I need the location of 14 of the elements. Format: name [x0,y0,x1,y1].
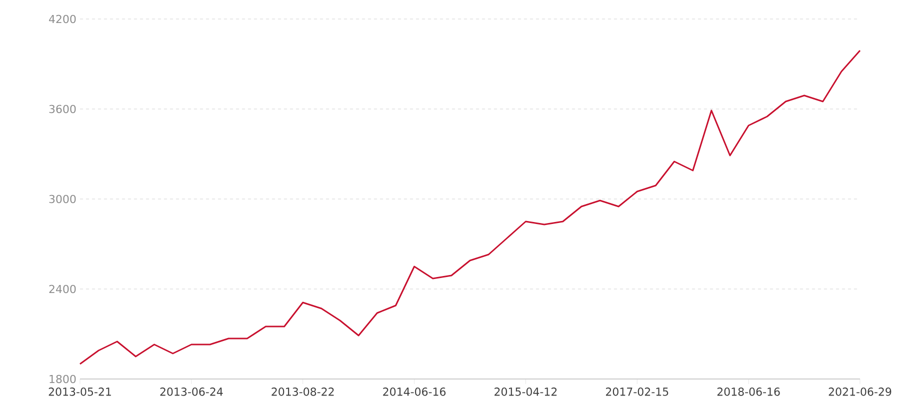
x-tick-label: 2015-04-12 [494,388,557,396]
y-tick-label: 3600 [49,104,76,114]
y-tick-label: 2400 [49,284,76,294]
x-tick-label: 2013-08-22 [272,388,334,396]
x-tick-label: 2018-06-16 [717,388,780,396]
line-series [79,50,861,365]
x-tick-label: 2013-05-21 [48,388,111,396]
y-tick-label: 4200 [49,14,76,24]
x-tick-label: 2013-06-24 [160,388,223,396]
x-tick-label: 2014-06-16 [383,388,446,396]
y-tick-label: 3000 [49,194,76,204]
y-tick-label: 1800 [50,374,76,384]
x-tick-label: 2017-02-15 [606,388,668,396]
x-tick-label: 2021-06-29 [828,388,892,396]
